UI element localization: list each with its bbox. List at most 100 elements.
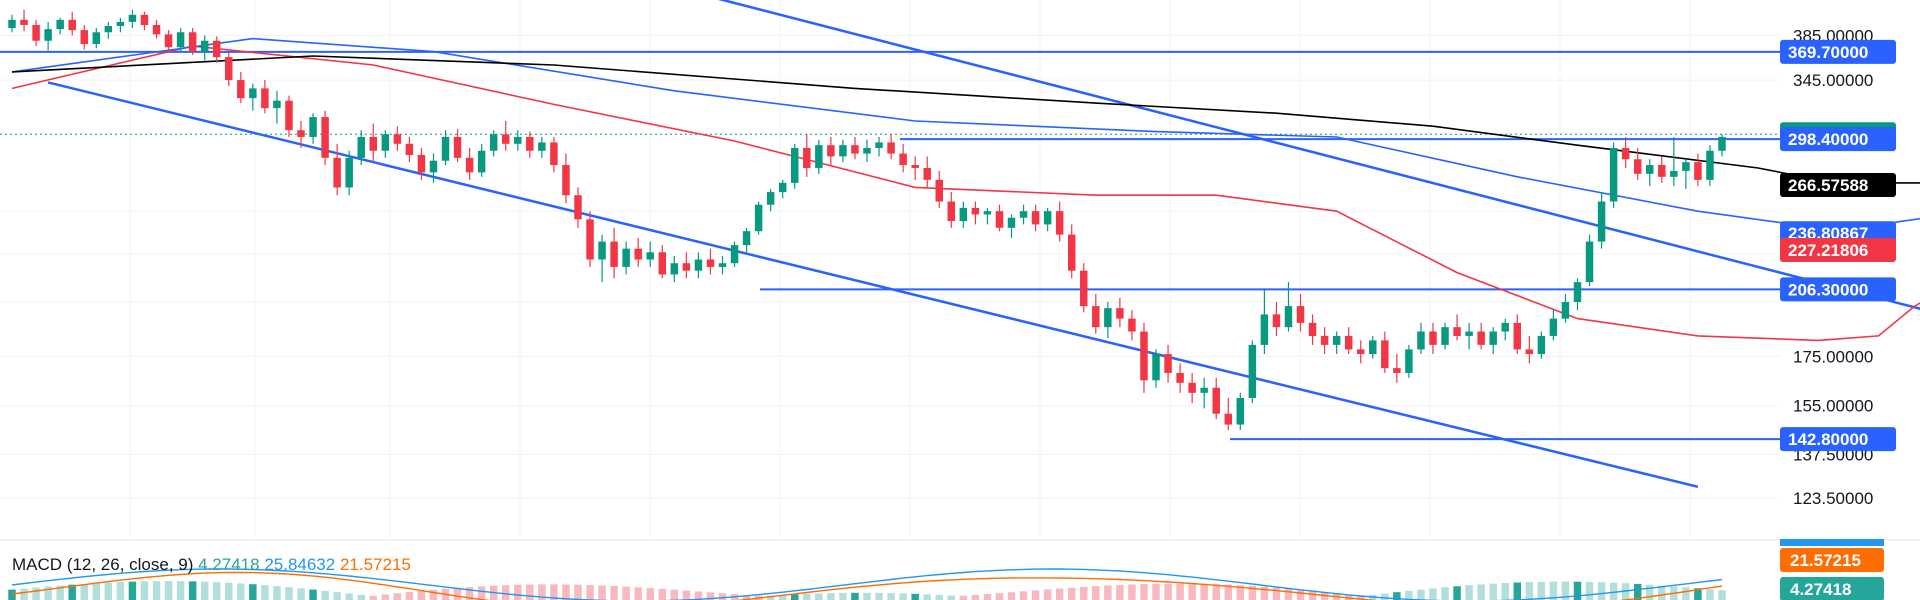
candle-body [393, 134, 402, 144]
candle [1417, 322, 1425, 355]
macd-histogram-bar [550, 584, 558, 600]
macd-histogram-bar [92, 583, 101, 600]
candle-body [152, 24, 161, 35]
candle [116, 17, 125, 33]
candle [1224, 397, 1233, 431]
candle-body [598, 241, 606, 260]
candle-body [237, 80, 245, 99]
macd-axis-badge-label: 21.57215 [1790, 551, 1861, 570]
candle [730, 241, 739, 267]
macd-histogram-bar [20, 588, 28, 600]
macd-legend-value: 4.27418 [198, 555, 264, 574]
macd-histogram-bar [923, 594, 931, 600]
candle [1381, 331, 1389, 373]
candle [237, 71, 245, 104]
candle [1718, 134, 1726, 157]
candle-body [1429, 331, 1437, 345]
candle [1356, 340, 1365, 364]
candle [1609, 142, 1618, 208]
macd-histogram-bar [1573, 581, 1582, 600]
candle [1092, 293, 1100, 334]
macd-histogram-bar [1477, 584, 1485, 600]
macd-histogram-bar [634, 587, 642, 600]
candle [164, 30, 173, 51]
candle-body [128, 14, 137, 22]
macd-histogram-bar [417, 590, 426, 600]
macd-histogram-bar [1405, 590, 1413, 600]
candle [742, 227, 751, 253]
price-badge-level: 142.80000 [1780, 427, 1896, 452]
y-axis-ticks: 385.00000345.00000175.00000155.00000137.… [1793, 26, 1873, 508]
candle [1176, 363, 1184, 393]
candle-body [1381, 340, 1389, 369]
candle-body [514, 136, 522, 144]
macd-histogram-bar [309, 589, 317, 600]
candle [188, 28, 197, 55]
candle-body [417, 154, 426, 173]
candle-body [345, 157, 353, 188]
candle-body [212, 40, 221, 58]
candle [20, 9, 28, 32]
candle [1007, 214, 1016, 239]
macd-histogram-bar [1381, 593, 1389, 600]
y-tick-label: 155.00000 [1793, 397, 1873, 416]
macd-histogram-bar [791, 594, 799, 600]
candle [1525, 335, 1534, 364]
macd-histogram-bar [1646, 584, 1654, 600]
candlesticks[interactable] [8, 9, 1726, 431]
candle [501, 120, 510, 151]
candle [634, 238, 642, 267]
candle [1236, 392, 1245, 431]
candle-body [309, 117, 317, 137]
candle [1308, 314, 1317, 345]
candle [1248, 340, 1257, 404]
candle [273, 90, 281, 124]
macd-histogram-bar [1441, 587, 1449, 600]
macd-histogram-bar [1718, 590, 1726, 600]
candle [225, 51, 233, 87]
candle-body [1573, 282, 1582, 302]
candle [646, 241, 654, 267]
candle [1405, 344, 1413, 378]
candle-body [1152, 354, 1160, 381]
candle [538, 136, 546, 158]
macd-histogram-bar [1465, 585, 1473, 600]
candle-body [1067, 234, 1076, 271]
macd-axis-badge-bg [1780, 548, 1884, 572]
candle [995, 204, 1004, 232]
candle [1019, 204, 1028, 225]
candle-body [1369, 340, 1377, 355]
macd-histogram-bar [1356, 595, 1365, 600]
macd-histogram-bar [863, 592, 871, 600]
macd-histogram-bar [1513, 582, 1522, 600]
moving-average-ma200 [11, 55, 1920, 184]
macd-legend[interactable]: MACD (12, 26, close, 9) 4.27418 25.84632… [12, 555, 411, 574]
macd-histogram-bar [526, 584, 534, 600]
macd-histogram-bar [152, 581, 161, 600]
candle [261, 80, 269, 114]
candle [140, 11, 149, 31]
candle-body [1200, 387, 1208, 393]
candle [477, 143, 486, 177]
macd-histogram-bar [32, 587, 40, 600]
candle-body [658, 252, 667, 275]
candle [1561, 293, 1570, 323]
candle-body [1585, 241, 1594, 283]
candle-body [1405, 349, 1413, 373]
candle-body [140, 14, 149, 25]
macd-histogram-bar [1272, 587, 1281, 600]
candle-body [357, 136, 365, 158]
macd-histogram-bar [646, 588, 654, 600]
macd-histogram-bar [947, 595, 956, 600]
macd-histogram-bar [1176, 583, 1184, 600]
candle-body [1224, 413, 1233, 425]
candle [128, 9, 137, 29]
candle [899, 143, 907, 173]
candle [815, 139, 823, 174]
candle-body [1561, 301, 1570, 319]
candle-body [68, 19, 76, 31]
macd-histogram-bar [1296, 589, 1305, 600]
macd-histogram-bar [1092, 586, 1100, 600]
macd-histogram-bar [1429, 588, 1437, 600]
